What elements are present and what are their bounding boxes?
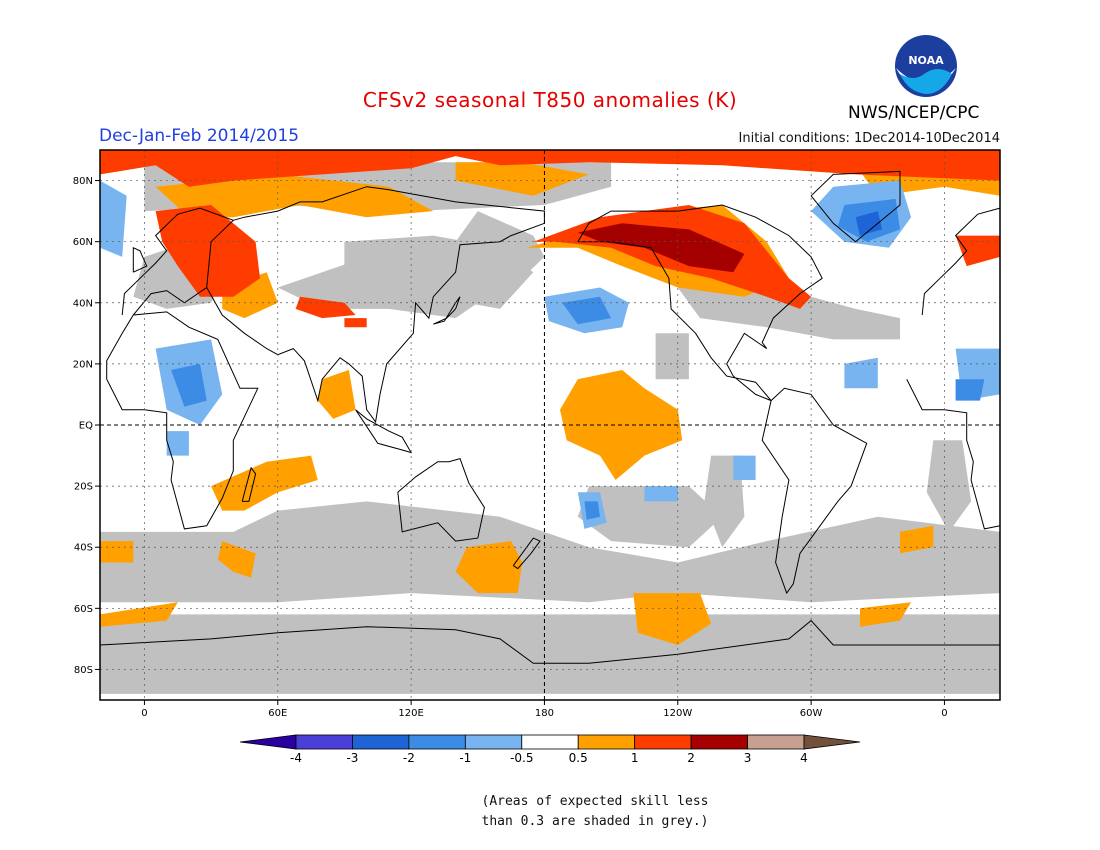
anomaly-positive-1 <box>100 150 1000 187</box>
lat-tick-label: 40S <box>74 543 93 554</box>
anomaly-negative-1 <box>171 363 207 407</box>
lat-tick-label: 20S <box>74 482 93 493</box>
anomaly-positive-2 <box>577 223 745 273</box>
anomaly-negative-1 <box>562 296 612 325</box>
anomaly-positive-0p5 <box>155 174 434 218</box>
coastline <box>99 619 1000 664</box>
anomaly-negative-0p5 <box>100 180 127 257</box>
anomaly-negative-2 <box>855 211 883 236</box>
coastline <box>397 457 485 542</box>
lon-tick-label: 60W <box>800 708 823 719</box>
anomaly-positive-0p5 <box>211 455 318 511</box>
colorbar-swatch <box>634 734 692 750</box>
chart-title: CFSv2 seasonal T850 anomalies (K) <box>362 88 738 112</box>
lat-tick-label: 40N <box>73 298 93 309</box>
colorbar-label: -3 <box>346 751 358 765</box>
colorbar-swatch <box>690 734 748 750</box>
colorbar-swatch <box>352 734 410 750</box>
anomaly-negative-0p5 <box>644 486 678 502</box>
anomaly-positive-0p5 <box>217 541 256 578</box>
lat-tick-label: 80S <box>74 665 93 676</box>
colorbar-label: 4 <box>800 751 808 765</box>
colorbar-swatch <box>747 734 805 750</box>
coastline <box>132 247 148 273</box>
lon-tick-label: 120W <box>663 708 692 719</box>
coastline <box>761 387 868 595</box>
longitude-labels: 0 60E 120E 180 120W 60W 0 <box>141 700 948 719</box>
coastline <box>906 378 1001 530</box>
lat-tick-label: 80N <box>73 176 93 187</box>
logo-text: NOAA <box>908 54 944 67</box>
lon-tick-label: 60E <box>268 708 287 719</box>
coastline <box>577 204 823 402</box>
colorbar: -4 -3 -2 -1 -0.5 0.5 1 2 3 4 <box>239 734 861 765</box>
lon-tick-label: 180 <box>535 708 554 719</box>
initial-conditions: Initial conditions: 1Dec2014-10Dec2014 <box>738 131 1000 146</box>
colorbar-max-arrow <box>803 734 861 750</box>
lon-tick-label: 0 <box>941 708 947 719</box>
colorbar-swatch <box>408 734 466 750</box>
colorbar-label: -1 <box>459 751 471 765</box>
anomaly-positive-0p5 <box>455 162 589 196</box>
colorbar-swatch <box>464 734 523 750</box>
anomaly-positive-0p5 <box>900 525 934 554</box>
anomaly-negative-0p5 <box>733 455 756 480</box>
coastline <box>206 186 545 424</box>
map-grid <box>100 150 1000 700</box>
skill-grey-region <box>655 333 689 380</box>
agency-label: NWS/NCEP/CPC <box>848 103 980 123</box>
colorbar-swatch <box>521 734 579 750</box>
colorbar-swatch <box>577 734 636 750</box>
anomaly-negative-0p5 <box>844 357 878 389</box>
season-label: Dec-Jan-Feb 2014/2015 <box>99 126 300 146</box>
colorbar-label: 1 <box>631 751 639 765</box>
coastline <box>433 296 461 325</box>
skill-grey-region <box>577 486 723 548</box>
coastline <box>355 409 413 454</box>
lat-tick-label: 60S <box>74 604 93 615</box>
skill-grey-region <box>100 614 1000 694</box>
coastlines <box>99 170 1001 664</box>
anomaly-positive-0p5 <box>633 593 712 645</box>
lat-tick-label: 60N <box>73 237 93 248</box>
noaa-logo-icon: NOAA <box>895 35 957 97</box>
anomaly-positive-1 <box>344 318 367 328</box>
colorbar-swatch <box>295 734 353 750</box>
colorbar-label: 0.5 <box>569 751 588 765</box>
coastline <box>921 207 1001 316</box>
colorbar-min-arrow <box>239 734 297 750</box>
colorbar-label: -2 <box>403 751 415 765</box>
note-line-2: than 0.3 are shaded in grey.) <box>481 814 709 829</box>
skill-grey-region <box>100 501 1000 603</box>
colorbar-label: -0.5 <box>510 751 533 765</box>
lat-tick-label: 20N <box>73 359 93 370</box>
coastline <box>121 207 235 316</box>
coastline <box>810 170 901 243</box>
anomaly-positive-1 <box>295 296 356 319</box>
anomaly-positive-0p5 <box>100 541 134 563</box>
coastline <box>241 466 257 502</box>
anomaly-positive-1 <box>155 205 260 297</box>
anomaly-positive-1 <box>955 235 1000 267</box>
anomaly-negative-1 <box>584 501 600 520</box>
colorbar-label: -4 <box>290 751 302 765</box>
colorbar-label: 2 <box>687 751 695 765</box>
lon-tick-label: 120E <box>398 708 423 719</box>
anomaly-negative-0p5 <box>166 431 189 456</box>
lat-tick-label: EQ <box>79 421 93 432</box>
anomaly-positive-0p5 <box>317 370 356 419</box>
skill-grey-region <box>344 235 534 309</box>
latitude-labels: 80N 60N 40N 20N EQ 20S 40S 60S 80S <box>73 176 100 676</box>
colorbar-label: 3 <box>744 751 752 765</box>
anomaly-positive-0p5 <box>100 602 178 627</box>
anomaly-positive-0p5 <box>455 541 523 594</box>
anomaly-fields <box>100 150 1000 694</box>
note-line-1: (Areas of expected skill less <box>481 794 709 809</box>
skill-grey-region <box>926 440 972 532</box>
lon-tick-label: 0 <box>141 708 147 719</box>
skill-note: (Areas of expected skill less than 0.3 a… <box>0 792 1100 832</box>
anomaly-negative-1 <box>955 379 985 401</box>
